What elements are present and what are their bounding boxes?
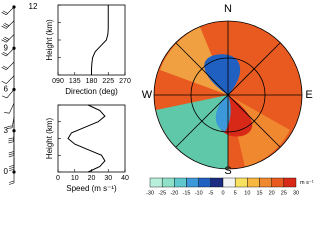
wind-barb (1, 61, 15, 71)
colorbar-tick-label: -25 (158, 190, 166, 196)
colorbar-swatch (222, 177, 236, 188)
x-axis-label: Direction (deg) (65, 87, 118, 96)
colorbar-tick-label: 20 (269, 190, 275, 196)
compass-label: N (224, 3, 232, 15)
x-tick-label: 225 (102, 78, 114, 85)
colorbar-swatch (161, 177, 175, 188)
colorbar-tick-label: 30 (293, 190, 299, 196)
wind-barb (2, 89, 15, 99)
radar-core (215, 95, 231, 132)
radar-core (204, 54, 241, 95)
colorbar-tick-label: 25 (281, 190, 287, 196)
wind-barb (1, 34, 15, 43)
x-axis-label: Speed (m s⁻¹) (66, 184, 117, 193)
colorbar-swatch (283, 177, 297, 188)
compass-label: S (224, 165, 231, 177)
colorbar-swatch (174, 177, 187, 188)
colorbar-tick-label: -5 (208, 190, 213, 196)
wind-barb (1, 48, 15, 57)
x-tick-label: 270 (119, 78, 131, 85)
profile-line (91, 5, 109, 75)
wind-barb (8, 130, 15, 144)
colorbar-tick-label: 15 (256, 190, 262, 196)
colorbar-swatch (247, 177, 260, 188)
y-axis-label: Height (km) (45, 19, 54, 61)
y-tick-label: 3 (4, 126, 9, 135)
wind-barb (8, 172, 15, 185)
compass-label: W (142, 89, 153, 101)
colorbar-unit: m s⁻¹ (300, 180, 314, 186)
x-tick-label: 40 (121, 175, 129, 182)
colorbar-swatch (271, 177, 285, 188)
colorbar-tick-label: 0 (221, 190, 224, 196)
radar-axis (175, 42, 281, 148)
wind-barb (1, 20, 15, 29)
compass-label: E (305, 89, 312, 101)
x-tick-label: 180 (86, 78, 98, 85)
x-tick-label: 20 (88, 175, 96, 182)
colorbar-tick-label: 5 (234, 190, 237, 196)
wind-barb (4, 103, 15, 114)
colorbar-tick-label: -30 (146, 190, 154, 196)
y-tick-label: 0 (4, 167, 9, 176)
wind-barb (8, 158, 15, 172)
y-tick-label: 12 (29, 2, 38, 11)
radar-field (153, 20, 303, 170)
wind-barb (1, 75, 15, 84)
colorbar-tick-label: 10 (244, 190, 250, 196)
x-tick-label: 0 (56, 175, 60, 182)
colorbar-swatch (210, 177, 224, 188)
wind-barb (6, 116, 15, 129)
colorbar-swatch (259, 177, 272, 188)
x-tick-label: 30 (104, 175, 112, 182)
y-tick-label: 9 (4, 43, 9, 52)
x-tick-label: 10 (71, 175, 79, 182)
colorbar-tick-label: -10 (195, 190, 203, 196)
colorbar-tick-label: -20 (170, 190, 178, 196)
x-tick-label: 135 (69, 78, 81, 85)
y-tick-label: 6 (4, 85, 9, 94)
wind-barb (1, 6, 15, 16)
colorbar-swatch (234, 177, 248, 188)
wind-barb (8, 144, 15, 158)
colorbar-tick-label: -15 (183, 190, 191, 196)
x-tick-label: 090 (52, 78, 64, 85)
profile-line (67, 104, 106, 173)
y-axis-label: Height (km) (45, 117, 54, 159)
colorbar-swatch (186, 177, 199, 188)
colorbar-swatch (149, 177, 163, 188)
colorbar-swatch (198, 177, 212, 188)
